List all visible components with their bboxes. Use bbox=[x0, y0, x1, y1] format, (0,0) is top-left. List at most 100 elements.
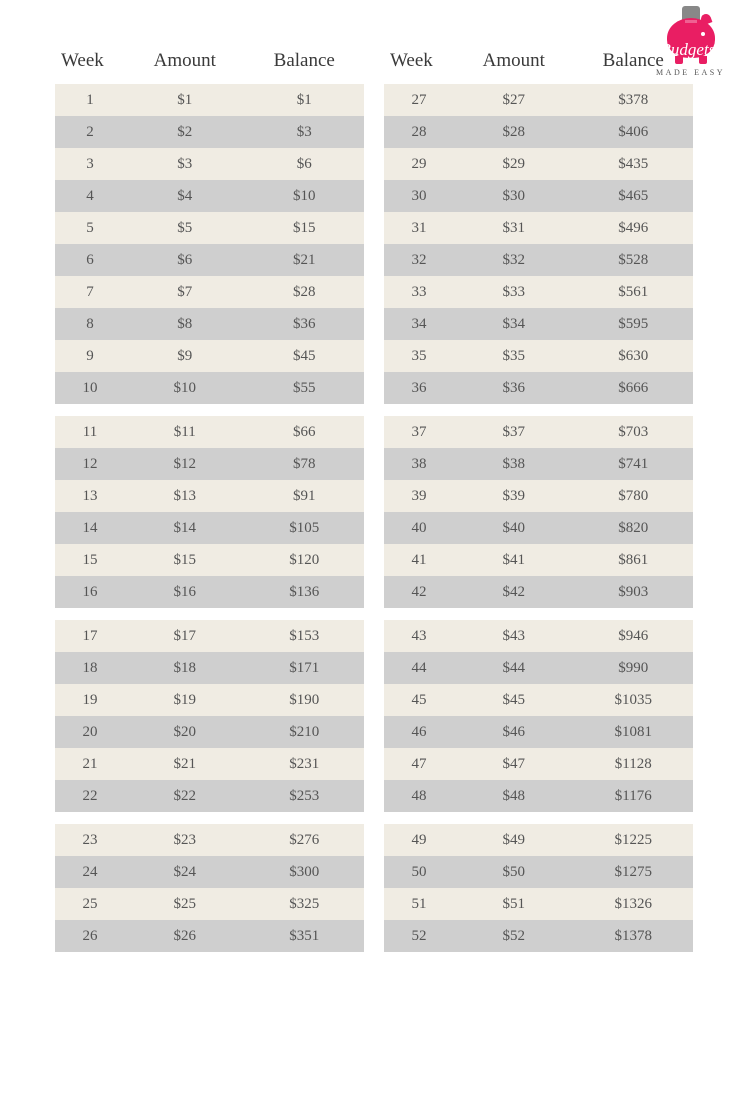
cell-balance: $253 bbox=[245, 788, 365, 805]
cell-amount: $13 bbox=[125, 488, 245, 505]
cell-amount: $11 bbox=[125, 424, 245, 441]
table-row: 36$36$666 bbox=[384, 372, 693, 404]
table-row: 26$26$351 bbox=[55, 920, 364, 952]
cell-week: 2 bbox=[55, 124, 125, 141]
cell-balance: $55 bbox=[245, 380, 365, 397]
cell-balance: $595 bbox=[574, 316, 694, 333]
cell-amount: $20 bbox=[125, 724, 245, 741]
table-header-row: Week Amount Balance bbox=[55, 50, 364, 84]
cell-week: 5 bbox=[55, 220, 125, 237]
table-row: 15$15$120 bbox=[55, 544, 364, 576]
cell-balance: $300 bbox=[245, 864, 365, 881]
cell-week: 13 bbox=[55, 488, 125, 505]
cell-amount: $51 bbox=[454, 896, 574, 913]
table-row: 22$22$253 bbox=[55, 780, 364, 812]
cell-week: 40 bbox=[384, 520, 454, 537]
cell-balance: $435 bbox=[574, 156, 694, 173]
savings-table: Week Amount Balance 1$1$12$2$33$3$64$4$1… bbox=[0, 0, 735, 952]
cell-amount: $34 bbox=[454, 316, 574, 333]
logo-script: Budgets bbox=[661, 40, 716, 60]
cell-amount: $17 bbox=[125, 628, 245, 645]
cell-balance: $276 bbox=[245, 832, 365, 849]
table-row: 37$37$703 bbox=[384, 416, 693, 448]
cell-balance: $231 bbox=[245, 756, 365, 773]
table-row: 28$28$406 bbox=[384, 116, 693, 148]
cell-amount: $30 bbox=[454, 188, 574, 205]
cell-amount: $12 bbox=[125, 456, 245, 473]
table-row: 18$18$171 bbox=[55, 652, 364, 684]
cell-amount: $2 bbox=[125, 124, 245, 141]
cell-week: 38 bbox=[384, 456, 454, 473]
cell-amount: $45 bbox=[454, 692, 574, 709]
header-week: Week bbox=[55, 50, 125, 72]
table-row: 34$34$595 bbox=[384, 308, 693, 340]
cell-balance: $378 bbox=[574, 92, 694, 109]
cell-balance: $990 bbox=[574, 660, 694, 677]
cell-balance: $1326 bbox=[574, 896, 694, 913]
cell-week: 42 bbox=[384, 584, 454, 601]
cell-week: 49 bbox=[384, 832, 454, 849]
cell-balance: $45 bbox=[245, 348, 365, 365]
cell-amount: $23 bbox=[125, 832, 245, 849]
cell-balance: $171 bbox=[245, 660, 365, 677]
cell-amount: $21 bbox=[125, 756, 245, 773]
table-row: 29$29$435 bbox=[384, 148, 693, 180]
cell-balance: $36 bbox=[245, 316, 365, 333]
cell-week: 6 bbox=[55, 252, 125, 269]
cell-balance: $136 bbox=[245, 584, 365, 601]
table-left-column: Week Amount Balance 1$1$12$2$33$3$64$4$1… bbox=[55, 50, 364, 952]
cell-week: 1 bbox=[55, 92, 125, 109]
table-row: 25$25$325 bbox=[55, 888, 364, 920]
cell-week: 11 bbox=[55, 424, 125, 441]
cell-balance: $406 bbox=[574, 124, 694, 141]
cell-balance: $1081 bbox=[574, 724, 694, 741]
cell-amount: $14 bbox=[125, 520, 245, 537]
table-row: 23$23$276 bbox=[55, 824, 364, 856]
cell-balance: $703 bbox=[574, 424, 694, 441]
cell-balance: $210 bbox=[245, 724, 365, 741]
table-row: 6$6$21 bbox=[55, 244, 364, 276]
table-row: 31$31$496 bbox=[384, 212, 693, 244]
cell-amount: $5 bbox=[125, 220, 245, 237]
cell-amount: $8 bbox=[125, 316, 245, 333]
cell-amount: $6 bbox=[125, 252, 245, 269]
table-row: 46$46$1081 bbox=[384, 716, 693, 748]
cell-week: 18 bbox=[55, 660, 125, 677]
cell-week: 24 bbox=[55, 864, 125, 881]
table-row: 9$9$45 bbox=[55, 340, 364, 372]
cell-amount: $15 bbox=[125, 552, 245, 569]
table-right-column: Week Amount Balance 27$27$37828$28$40629… bbox=[384, 50, 693, 952]
table-row: 24$24$300 bbox=[55, 856, 364, 888]
cell-amount: $47 bbox=[454, 756, 574, 773]
table-row: 4$4$10 bbox=[55, 180, 364, 212]
cell-balance: $325 bbox=[245, 896, 365, 913]
cell-amount: $4 bbox=[125, 188, 245, 205]
cell-amount: $27 bbox=[454, 92, 574, 109]
table-row: 10$10$55 bbox=[55, 372, 364, 404]
cell-week: 45 bbox=[384, 692, 454, 709]
cell-balance: $120 bbox=[245, 552, 365, 569]
cell-balance: $946 bbox=[574, 628, 694, 645]
cell-balance: $561 bbox=[574, 284, 694, 301]
cell-balance: $1128 bbox=[574, 756, 694, 773]
table-row: 44$44$990 bbox=[384, 652, 693, 684]
cell-week: 31 bbox=[384, 220, 454, 237]
cell-balance: $66 bbox=[245, 424, 365, 441]
cell-week: 44 bbox=[384, 660, 454, 677]
cell-week: 43 bbox=[384, 628, 454, 645]
cell-week: 29 bbox=[384, 156, 454, 173]
cell-balance: $6 bbox=[245, 156, 365, 173]
cell-week: 47 bbox=[384, 756, 454, 773]
cell-amount: $25 bbox=[125, 896, 245, 913]
cell-amount: $24 bbox=[125, 864, 245, 881]
cell-week: 30 bbox=[384, 188, 454, 205]
cell-balance: $630 bbox=[574, 348, 694, 365]
cell-balance: $1035 bbox=[574, 692, 694, 709]
table-row: 43$43$946 bbox=[384, 620, 693, 652]
cell-week: 28 bbox=[384, 124, 454, 141]
cell-balance: $10 bbox=[245, 188, 365, 205]
cell-amount: $31 bbox=[454, 220, 574, 237]
cell-amount: $49 bbox=[454, 832, 574, 849]
cell-week: 3 bbox=[55, 156, 125, 173]
cell-week: 35 bbox=[384, 348, 454, 365]
